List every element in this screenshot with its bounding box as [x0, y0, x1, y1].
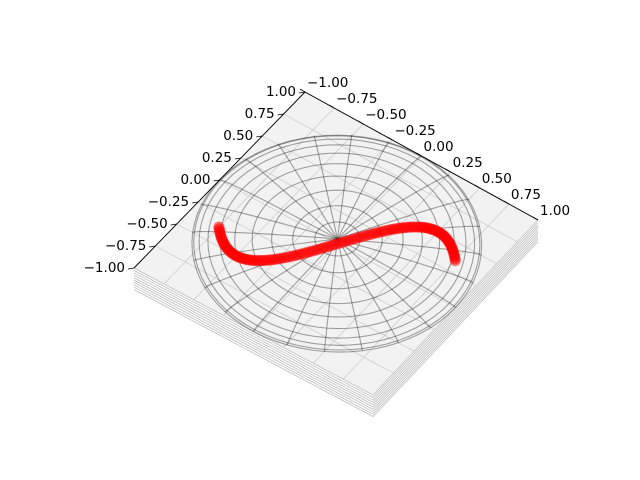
wire-latitude [219, 152, 455, 330]
x-tick-label: 0.25 [453, 155, 483, 171]
wire-latitude [271, 189, 404, 290]
y-tick-mark [213, 179, 220, 182]
wire-longitude [219, 179, 338, 240]
wire-longitude [337, 238, 456, 308]
wire-longitude [337, 155, 422, 240]
y-tick-label: 0.50 [223, 128, 253, 144]
gridline-y [283, 113, 518, 243]
y-tick-label: −1.00 [84, 260, 125, 276]
x-tick-mark [328, 104, 335, 109]
wire-longitude [337, 174, 450, 240]
wire-longitude [201, 204, 338, 240]
pane-edge-strip [133, 224, 539, 401]
x-tick-label: 0.00 [424, 139, 454, 155]
hemisphere-wireframe [191, 133, 483, 353]
y-tick-mark [277, 113, 284, 116]
scatter-series [213, 221, 461, 267]
gridline-y [262, 135, 497, 265]
y-tick-mark [192, 201, 199, 204]
y-tick-label: 0.00 [180, 172, 210, 188]
y-tick-mark [127, 267, 135, 270]
x-tick-mark [503, 200, 510, 205]
y-axis-ticks: 1.00 0.75 0.50 0.25 0.00 −0.25 −0.50 −0.75 −1.00 [84, 84, 306, 276]
pane-edge-strip [133, 222, 539, 398]
x-tick-label: −0.50 [365, 107, 406, 123]
x-tick-mark [474, 184, 480, 189]
gridline-x [342, 203, 510, 380]
x-tick-mark [416, 152, 422, 157]
pane-edge-strip [133, 234, 539, 410]
y-tick-mark [234, 157, 241, 160]
wire-longitude [336, 238, 363, 351]
wire-longitude [313, 134, 339, 240]
pane-edge-strip [133, 226, 539, 403]
gridline-x [283, 171, 451, 348]
pane-edge-strip [133, 241, 539, 418]
wire-latitude [198, 138, 476, 346]
wire-longitude [337, 238, 474, 283]
wire-longitude [252, 238, 338, 332]
gridline-x [372, 219, 539, 396]
wire-longitude [323, 238, 339, 352]
wire-latitude [234, 163, 441, 318]
wire-latitude [193, 135, 481, 351]
y-tick-mark [256, 135, 263, 138]
x-tick-mark [445, 168, 451, 173]
y-tick-mark [170, 223, 177, 226]
wire-latitude [292, 205, 383, 274]
pane-edge-strip [133, 231, 539, 408]
gridline-x [312, 187, 481, 364]
wire-longitude [337, 238, 431, 329]
y-tick-label: −0.75 [105, 238, 146, 254]
x-tick-label: 1.00 [540, 203, 570, 219]
wire-longitude [286, 238, 338, 346]
y-tick-label: 0.25 [202, 150, 232, 166]
x-tick-label: 0.75 [511, 187, 541, 203]
x-tick-label: −1.00 [307, 75, 348, 91]
wire-longitude [337, 198, 469, 240]
wire-latitude [314, 221, 361, 257]
pane-edge-strip [133, 229, 539, 406]
y-tick-mark [149, 245, 156, 248]
x-axis-ticks: −1.00−0.75−0.50−0.250.000.250.500.751.00 [299, 75, 570, 221]
y-tick-mark [298, 91, 306, 94]
wire-longitude [245, 158, 338, 240]
x-tick-mark [299, 88, 306, 93]
wire-longitude [336, 133, 353, 240]
x-tick-label: 0.50 [482, 171, 512, 187]
y-tick-label: −0.25 [148, 194, 189, 210]
y-tick-label: −0.50 [126, 216, 167, 232]
wire-latitude [251, 175, 423, 305]
wire-latitude [207, 144, 467, 339]
pane-edge-strip [133, 236, 539, 413]
scatter-point [449, 255, 461, 267]
gridline-y [240, 157, 477, 286]
wire-longitude [337, 141, 389, 240]
y-tick-label: 0.75 [245, 106, 275, 122]
x-tick-mark [387, 136, 393, 141]
wire-longitude [192, 230, 338, 240]
pane-edge-strip [133, 238, 539, 415]
wire-longitude [337, 238, 482, 256]
x-tick-mark [532, 216, 539, 221]
y-tick-label: 1.00 [266, 84, 296, 100]
wire-longitude [337, 238, 399, 343]
x-tick-mark [358, 120, 364, 125]
x-tick-label: −0.75 [336, 91, 377, 107]
wire-latitude [191, 134, 483, 353]
wire-longitude [277, 143, 338, 240]
x-tick-label: −0.25 [394, 123, 435, 139]
